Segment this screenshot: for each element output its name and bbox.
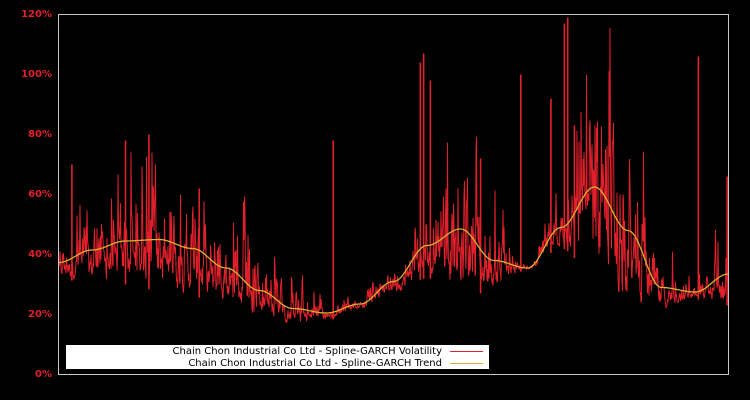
y-tick-label: 60% (28, 188, 52, 200)
trend-series (58, 186, 729, 314)
legend-swatch-trend (450, 362, 483, 364)
y-tick-label: 0% (35, 368, 52, 380)
legend-swatch-volatility (450, 350, 483, 352)
legend-label-volatility: Chain Chon Industrial Co Ltd - Spline-GA… (172, 345, 442, 357)
volatility-series (58, 17, 729, 323)
y-tick-label: 20% (28, 308, 52, 320)
legend-item-trend: Chain Chon Industrial Co Ltd - Spline-GA… (188, 357, 483, 369)
y-tick-label: 40% (28, 248, 52, 260)
legend: Chain Chon Industrial Co Ltd - Spline-GA… (66, 345, 489, 369)
y-tick-label: 80% (28, 128, 52, 140)
legend-label-trend: Chain Chon Industrial Co Ltd - Spline-GA… (188, 357, 442, 369)
plot-frame (58, 14, 729, 375)
y-tick-label: 120% (21, 8, 52, 20)
y-tick-label: 100% (21, 68, 52, 80)
volatility-line (58, 27, 729, 323)
legend-item-volatility: Chain Chon Industrial Co Ltd - Spline-GA… (173, 345, 483, 357)
